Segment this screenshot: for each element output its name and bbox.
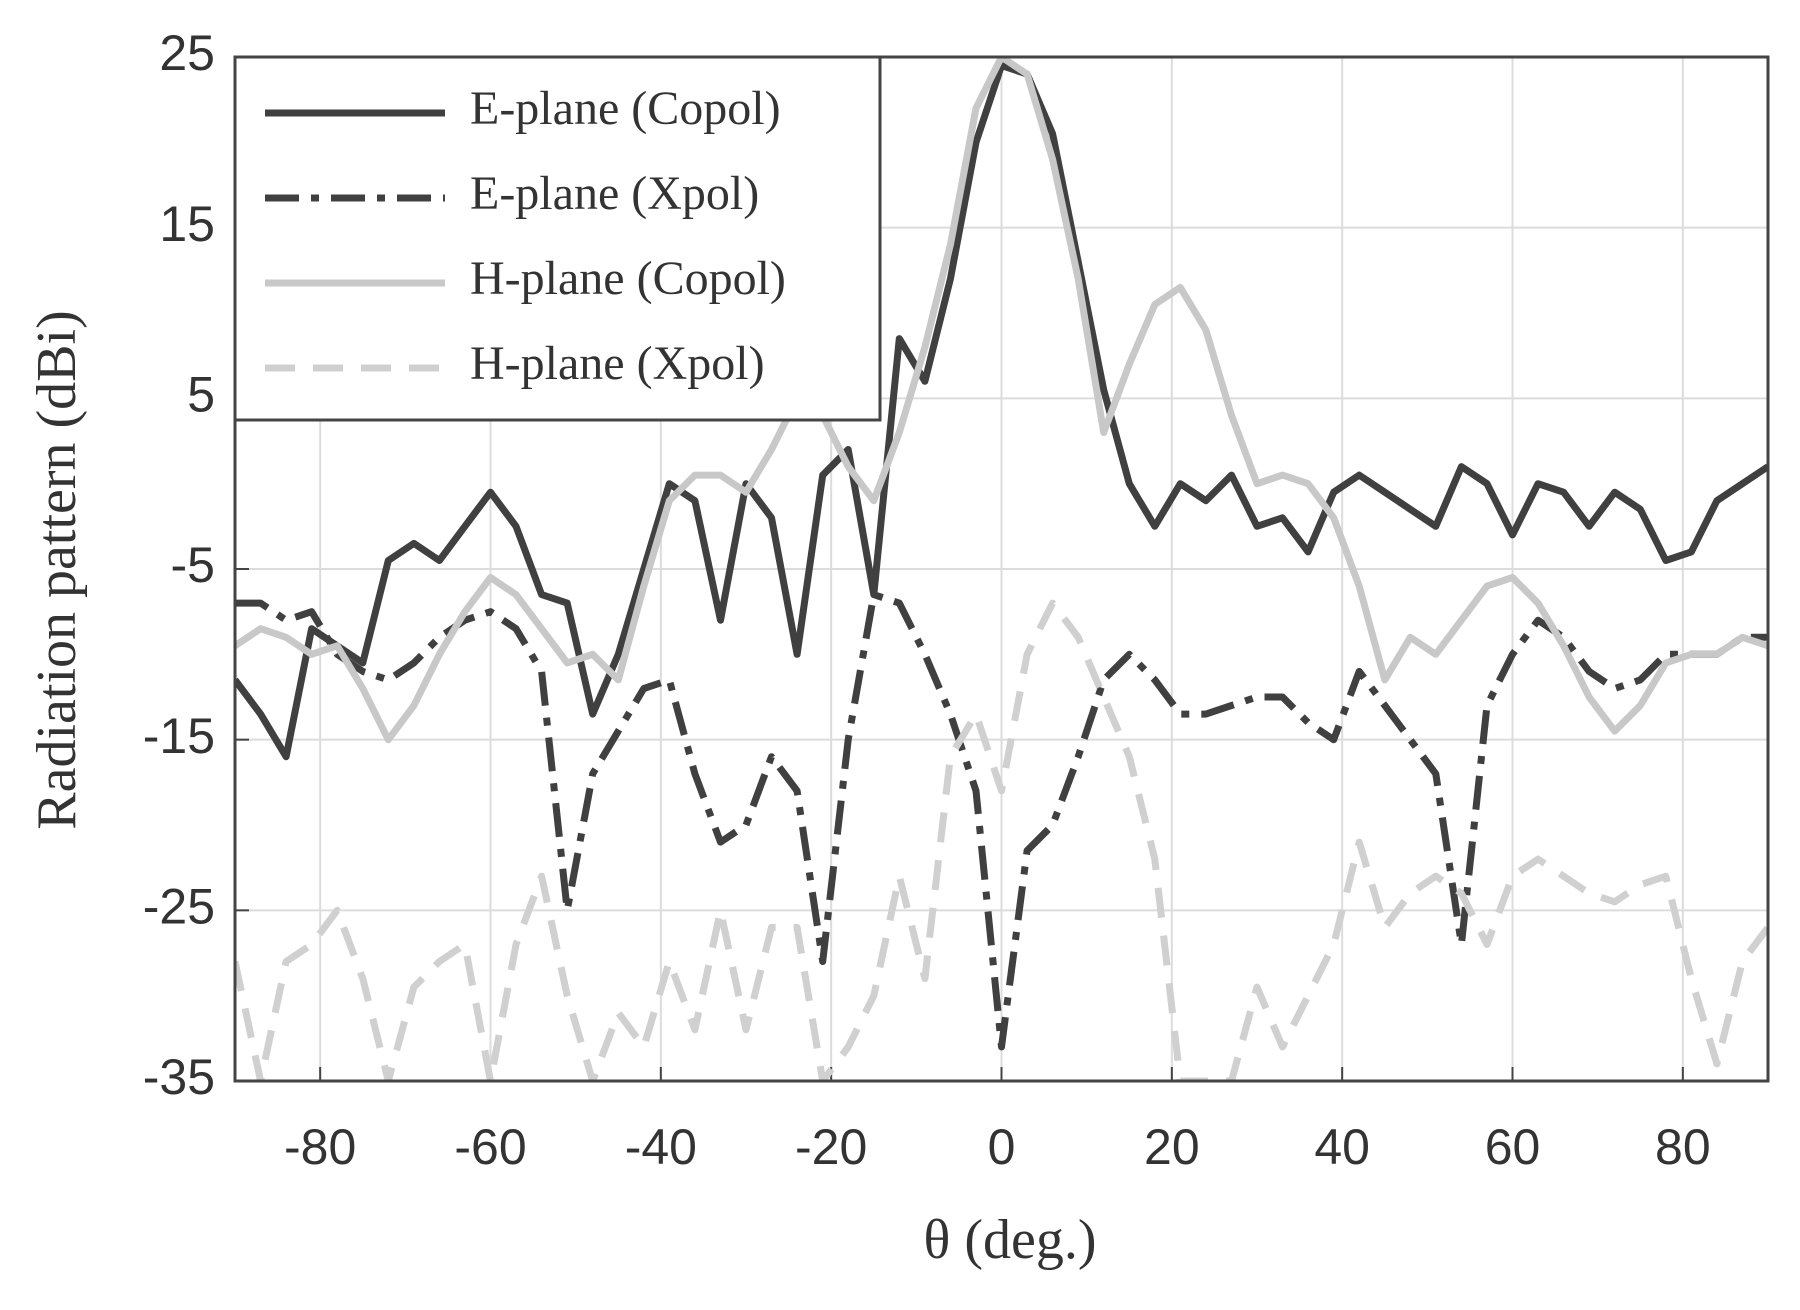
series-group: [235, 57, 1768, 1081]
y-axis-label: Radiation pattern (dBi): [26, 310, 88, 829]
y-tick-label: -35: [143, 1049, 215, 1105]
y-tick-label: -15: [143, 708, 215, 764]
legend-label: E-plane (Copol): [470, 82, 781, 135]
x-tick-label: -60: [454, 1119, 526, 1175]
y-tick-label: -25: [143, 879, 215, 935]
x-tick-label: -40: [625, 1119, 697, 1175]
legend-label: H-plane (Xpol): [470, 337, 765, 390]
series-line: [235, 62, 1768, 761]
legend-label: E-plane (Xpol): [470, 167, 759, 220]
x-tick-label: 40: [1314, 1119, 1370, 1175]
legend: E-plane (Copol) E-plane (Xpol) H-plane (Co…: [233, 55, 882, 422]
series-line: [235, 57, 1768, 744]
legend-label: H-plane (Copol): [470, 252, 786, 305]
x-tick-label: -20: [795, 1119, 867, 1175]
y-tick-label: 15: [159, 196, 215, 252]
x-tick-label: -80: [284, 1119, 356, 1175]
axes-box: [233, 55, 1770, 1083]
x-tick-label: 20: [1144, 1119, 1200, 1175]
series-line: [235, 591, 1768, 1051]
y-tick-label: 25: [159, 25, 215, 81]
legend-box: [233, 55, 882, 422]
x-axis-label: θ (deg.): [924, 1209, 1097, 1271]
y-tick-label: 5: [187, 367, 215, 423]
y-tick-label: -5: [171, 537, 215, 593]
x-tick-label: 80: [1655, 1119, 1711, 1175]
x-tick-label: 0: [988, 1119, 1016, 1175]
series-line: [235, 599, 1768, 1081]
x-tick-label: 60: [1485, 1119, 1541, 1175]
